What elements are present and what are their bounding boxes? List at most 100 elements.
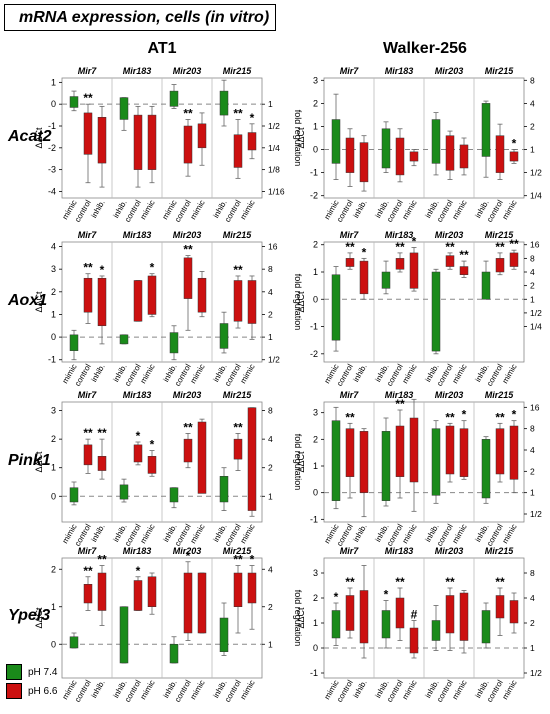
treatment-label: inhib. <box>89 523 106 544</box>
box-ph66 <box>133 444 143 463</box>
mirna-label: Mir203 <box>435 230 464 240</box>
significance-mark: * <box>150 438 155 452</box>
fold-axis-label: fold regulation <box>293 274 303 331</box>
box-ph66 <box>147 456 157 474</box>
y-tick-label: -1 <box>310 322 318 332</box>
box-ph74 <box>69 636 79 649</box>
box-ph66 <box>183 257 193 299</box>
significance-mark: * <box>362 245 367 259</box>
y-axis-label: ΔΔCt <box>296 127 306 149</box>
y-tick-label: 1 <box>313 618 318 628</box>
box-ph66 <box>345 595 355 631</box>
box-ph66 <box>247 572 257 604</box>
box-ph66 <box>97 117 107 164</box>
box-ph66 <box>495 595 505 619</box>
fold-tick-label: 2 <box>268 309 273 319</box>
fold-tick-label: 1/16 <box>268 186 285 196</box>
box-ph66 <box>395 425 405 477</box>
box-ph74 <box>331 420 341 501</box>
y-tick-label: -2 <box>310 191 318 201</box>
mirna-label: Mir203 <box>173 230 202 240</box>
significance-mark: ** <box>83 91 93 105</box>
box-ph74 <box>331 274 341 341</box>
box-ph74 <box>431 620 441 641</box>
mirna-label: Mir183 <box>385 66 414 76</box>
y-tick-label: 3 <box>51 406 56 416</box>
box-ph74 <box>481 271 491 300</box>
box-ph74 <box>219 617 229 652</box>
box-ph74 <box>169 644 179 664</box>
box-ph74 <box>119 484 129 500</box>
mirna-label: Mir215 <box>485 546 515 556</box>
significance-mark: * <box>384 588 389 602</box>
treatment-label: mimic <box>188 523 206 546</box>
treatment-label: mimic <box>138 199 156 222</box>
y-tick-label: 1 <box>51 463 56 473</box>
legend-swatch-red <box>6 683 22 699</box>
y-axis-label: ΔΔCt <box>296 451 306 473</box>
y-tick-label: 2 <box>313 434 318 444</box>
box-ph66 <box>197 123 207 149</box>
y-tick-label: 2 <box>313 240 318 250</box>
box-ph74 <box>169 487 179 503</box>
significance-mark: ** <box>97 426 107 440</box>
y-tick-label: -1 <box>310 514 318 524</box>
significance-mark: ** <box>233 553 243 567</box>
column-title-at1: AT1 <box>147 40 177 57</box>
box-ph74 <box>169 332 179 354</box>
box-ph66 <box>97 277 107 327</box>
box-ph66 <box>459 428 469 477</box>
y-axis-label: ΔΔCt <box>296 607 306 629</box>
fold-tick-label: 1 <box>268 491 273 501</box>
significance-mark: * <box>250 111 255 125</box>
y-tick-label: -3 <box>48 165 56 175</box>
treatment-label: mimic <box>450 363 468 386</box>
box-ph66 <box>233 572 243 607</box>
significance-mark: ** <box>395 575 405 589</box>
mirna-label: Mir215 <box>485 66 515 76</box>
box-ph66 <box>345 428 355 477</box>
box-ph74 <box>119 334 129 345</box>
fold-tick-label: 4 <box>268 287 273 297</box>
treatment-label: mimic <box>138 679 156 702</box>
y-axis-label: ΔΔCt <box>34 451 44 473</box>
box-ph74 <box>481 610 491 644</box>
fold-tick-label: 1/2 <box>530 168 542 178</box>
treatment-label: mimic <box>138 523 156 546</box>
y-tick-label: 3 <box>51 264 56 274</box>
box-ph74 <box>69 96 79 108</box>
y-tick-label: 0 <box>313 145 318 155</box>
mirna-label: Mir215 <box>223 66 253 76</box>
box-ph66 <box>83 277 93 313</box>
box-ph66 <box>147 275 157 315</box>
figure-title: mRNA expression, cells (in vitro) <box>4 4 276 31</box>
fold-tick-label: 4 <box>530 267 535 277</box>
significance-mark: ** <box>233 263 243 277</box>
legend-label-ph66: pH 6.6 <box>28 685 58 697</box>
panel-walker-256-pink1: -1 0 1 2 3 ΔΔCt 16 8 4 2 1 1/2 fold regulation Mir7 mi… <box>296 390 542 548</box>
row-label-ypel3: Ypel3 <box>8 607 51 624</box>
treatment-label: mimic <box>500 199 518 222</box>
fold-tick-label: 2 <box>268 463 273 473</box>
y-tick-label: 3 <box>313 568 318 578</box>
fold-tick-label: 8 <box>530 75 535 85</box>
significance-mark: * <box>150 261 155 275</box>
box-ph66 <box>83 584 93 604</box>
treatment-label: mimic <box>188 363 206 386</box>
treatment-label: mimic <box>238 523 256 546</box>
box-ph74 <box>381 128 391 169</box>
mirna-label: Mir7 <box>78 230 98 240</box>
y-tick-label: 1 <box>51 602 56 612</box>
box-ph74 <box>381 610 391 639</box>
mirna-label: Mir183 <box>123 66 152 76</box>
box-ph66 <box>359 142 369 183</box>
box-ph66 <box>97 572 107 611</box>
box-ph66 <box>495 135 505 173</box>
box-ph66 <box>183 572 193 634</box>
y-tick-label: -1 <box>48 121 56 131</box>
y-tick-label: 1 <box>313 267 318 277</box>
box-ph66 <box>133 580 143 611</box>
box-ph66 <box>247 407 257 511</box>
